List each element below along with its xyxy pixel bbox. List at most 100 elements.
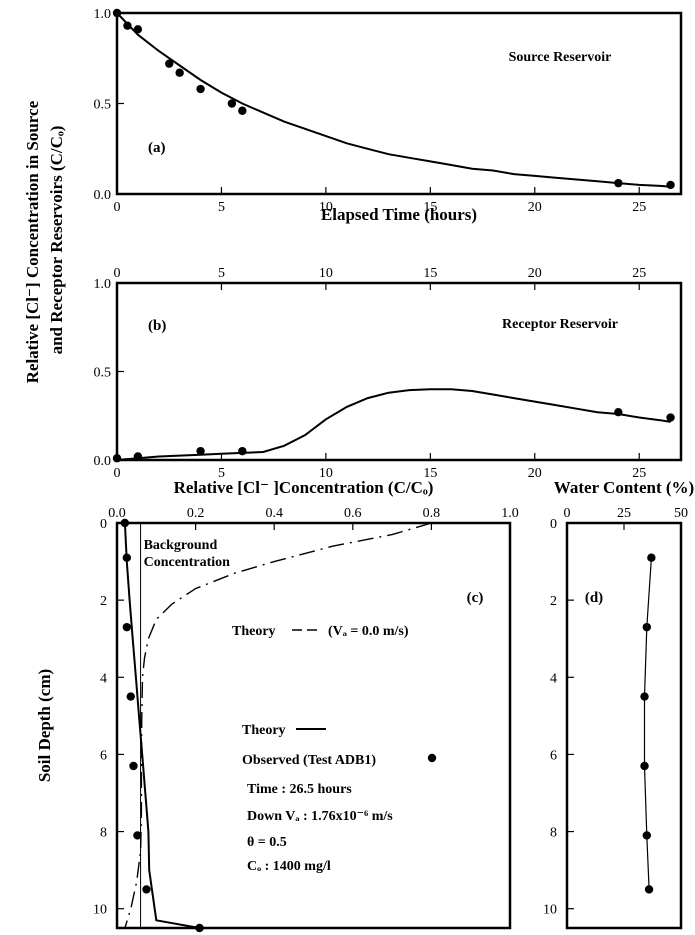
y-axis-title-reservoirs: Relative [Cl⁻] Concentration in Source a… xyxy=(23,97,66,384)
observed-point-a xyxy=(238,106,247,115)
y-axis-title-line2: and Receptor Reservoirs (C/Cₒ) xyxy=(47,126,66,355)
observed-point-c xyxy=(126,692,135,701)
panel-label-d: (d) xyxy=(585,590,603,606)
parameter-line-1: Time : 26.5 hours xyxy=(247,782,352,797)
theory-curve-a xyxy=(116,12,671,188)
y-axis-title-c: Soil Depth (cm) xyxy=(35,669,54,782)
panel-label-a: (a) xyxy=(148,140,166,156)
x-tick-label-a: 20 xyxy=(528,200,542,215)
theory-curve-b xyxy=(116,388,671,461)
x-tick-label-top-b: 10 xyxy=(319,266,333,281)
y-axis-title-line1: Relative [Cl⁻] Concentration in Source xyxy=(23,100,42,383)
y-tick-label-b: 0.5 xyxy=(94,366,112,381)
legend-observed-marker xyxy=(427,753,437,763)
y-tick-label-c: 8 xyxy=(100,826,107,841)
panel-b-frame xyxy=(115,281,683,462)
x-tick-label-top-b: 0 xyxy=(114,266,121,281)
theory-curve-c xyxy=(123,522,200,929)
background-label-line1: Background xyxy=(144,538,218,553)
y-tick-label-a: 0.0 xyxy=(94,188,112,203)
observed-point-a xyxy=(175,68,184,77)
panel-label-b: (b) xyxy=(148,318,166,334)
x-tick-label-a: 0 xyxy=(114,200,121,215)
background-label-line2: Concentration xyxy=(144,555,231,570)
theory-dashed-curve xyxy=(124,522,432,929)
x-tick-label-b: 10 xyxy=(319,466,333,481)
x-tick-label-a: 5 xyxy=(218,200,225,215)
legend-observed-label: Observed (Test ADB1) xyxy=(242,753,376,768)
x-tick-label-c: 0.0 xyxy=(108,506,126,521)
y-tick-label-c: 2 xyxy=(100,594,107,609)
x-tick-label-c: 0.8 xyxy=(423,506,441,521)
panel-a-frame xyxy=(115,11,683,196)
y-tick-label-b: 0.0 xyxy=(94,454,112,469)
x-tick-label-a: 10 xyxy=(319,200,333,215)
water-content-point xyxy=(640,761,649,771)
water-content-point xyxy=(644,885,654,894)
y-tick-label-d: 10 xyxy=(543,903,557,918)
observed-point-a xyxy=(112,8,122,18)
y-tick-label-a: 1.0 xyxy=(94,7,112,22)
x-axis-title-c: Relative [Cl⁻ ]Concentration (C/Cₒ) xyxy=(174,478,434,497)
observed-point-a xyxy=(133,25,143,34)
observed-point-c xyxy=(195,923,204,933)
water-content-point xyxy=(640,692,649,701)
y-tick-label-c: 0 xyxy=(100,517,107,532)
x-tick-label-d: 50 xyxy=(674,506,688,521)
parameter-line-2: Down Vₐ : 1.76x10⁻⁶ m/s xyxy=(247,809,393,824)
observed-point-a xyxy=(165,59,174,68)
y-tick-label-c: 4 xyxy=(100,671,107,686)
x-tick-label-d: 25 xyxy=(617,506,631,521)
legend-theory-label: Theory xyxy=(242,723,286,738)
annotation-receptor-reservoir: Receptor Reservoir xyxy=(502,317,618,332)
x-tick-label-top-b: 5 xyxy=(218,266,225,281)
panel-c-frame xyxy=(115,521,512,930)
water-content-line xyxy=(643,557,652,890)
observed-point-b xyxy=(614,408,623,417)
observed-point-c xyxy=(133,831,142,840)
y-tick-label-d: 6 xyxy=(550,748,557,763)
x-tick-label-c: 0.6 xyxy=(344,506,362,521)
panel-d-water-content: Water Content (%) 0 25 50 0 2 4 6 8 10 (d) xyxy=(543,478,694,930)
x-axis-title-a: Elapsed Time (hours) xyxy=(321,205,477,224)
observed-point-c xyxy=(129,761,138,771)
y-tick-label-d: 0 xyxy=(550,517,557,532)
observed-point-b xyxy=(112,454,122,463)
observed-point-a xyxy=(196,84,205,94)
observed-point-c xyxy=(142,885,151,894)
observed-point-b xyxy=(666,413,675,422)
panel-d-frame xyxy=(565,521,683,930)
x-tick-label-a: 25 xyxy=(632,200,646,215)
theory-dashed-note: (Vₐ = 0.0 m/s) xyxy=(328,624,409,639)
observed-point-a xyxy=(666,180,675,190)
annotation-source-reservoir: Source Reservoir xyxy=(509,50,612,65)
x-tick-label-b: 25 xyxy=(632,466,646,481)
x-tick-label-b: 20 xyxy=(528,466,542,481)
x-tick-label-b: 5 xyxy=(218,466,225,481)
x-tick-label-c: 0.2 xyxy=(187,506,205,521)
observed-point-c xyxy=(122,622,132,632)
theory-dashed-label: Theory xyxy=(232,624,276,639)
panel-c-concentration-profile: Relative [Cl⁻ ]Concentration (C/Cₒ) 0.0 0.… xyxy=(35,478,519,933)
parameter-line-4: Cₒ : 1400 mg/l xyxy=(247,859,331,874)
water-content-point xyxy=(642,831,651,840)
x-tick-label-b: 15 xyxy=(423,466,437,481)
y-tick-label-d: 8 xyxy=(550,826,557,841)
y-tick-label-b: 1.0 xyxy=(94,277,112,292)
observed-point-b xyxy=(133,452,143,461)
y-tick-label-a: 0.5 xyxy=(94,98,112,113)
x-tick-label-c: 1.0 xyxy=(501,506,519,521)
x-tick-label-top-b: 15 xyxy=(423,266,437,281)
x-tick-label-d: 0 xyxy=(564,506,571,521)
y-tick-label-d: 2 xyxy=(550,594,557,609)
panel-label-c: (c) xyxy=(467,590,484,606)
parameter-line-3: θ = 0.5 xyxy=(247,835,287,850)
panel-b-receptor-reservoir: 0 0 5 5 10 10 15 15 20 20 25 25 0.0 0.5 1.0 Receptor Re… xyxy=(94,266,683,481)
water-content-point xyxy=(642,622,651,632)
x-tick-label-a: 15 xyxy=(423,200,437,215)
x-axis-title-d: Water Content (%) xyxy=(554,478,694,497)
observed-point-b xyxy=(238,446,247,456)
observed-point-a xyxy=(614,178,623,188)
observed-point-a xyxy=(123,21,132,30)
